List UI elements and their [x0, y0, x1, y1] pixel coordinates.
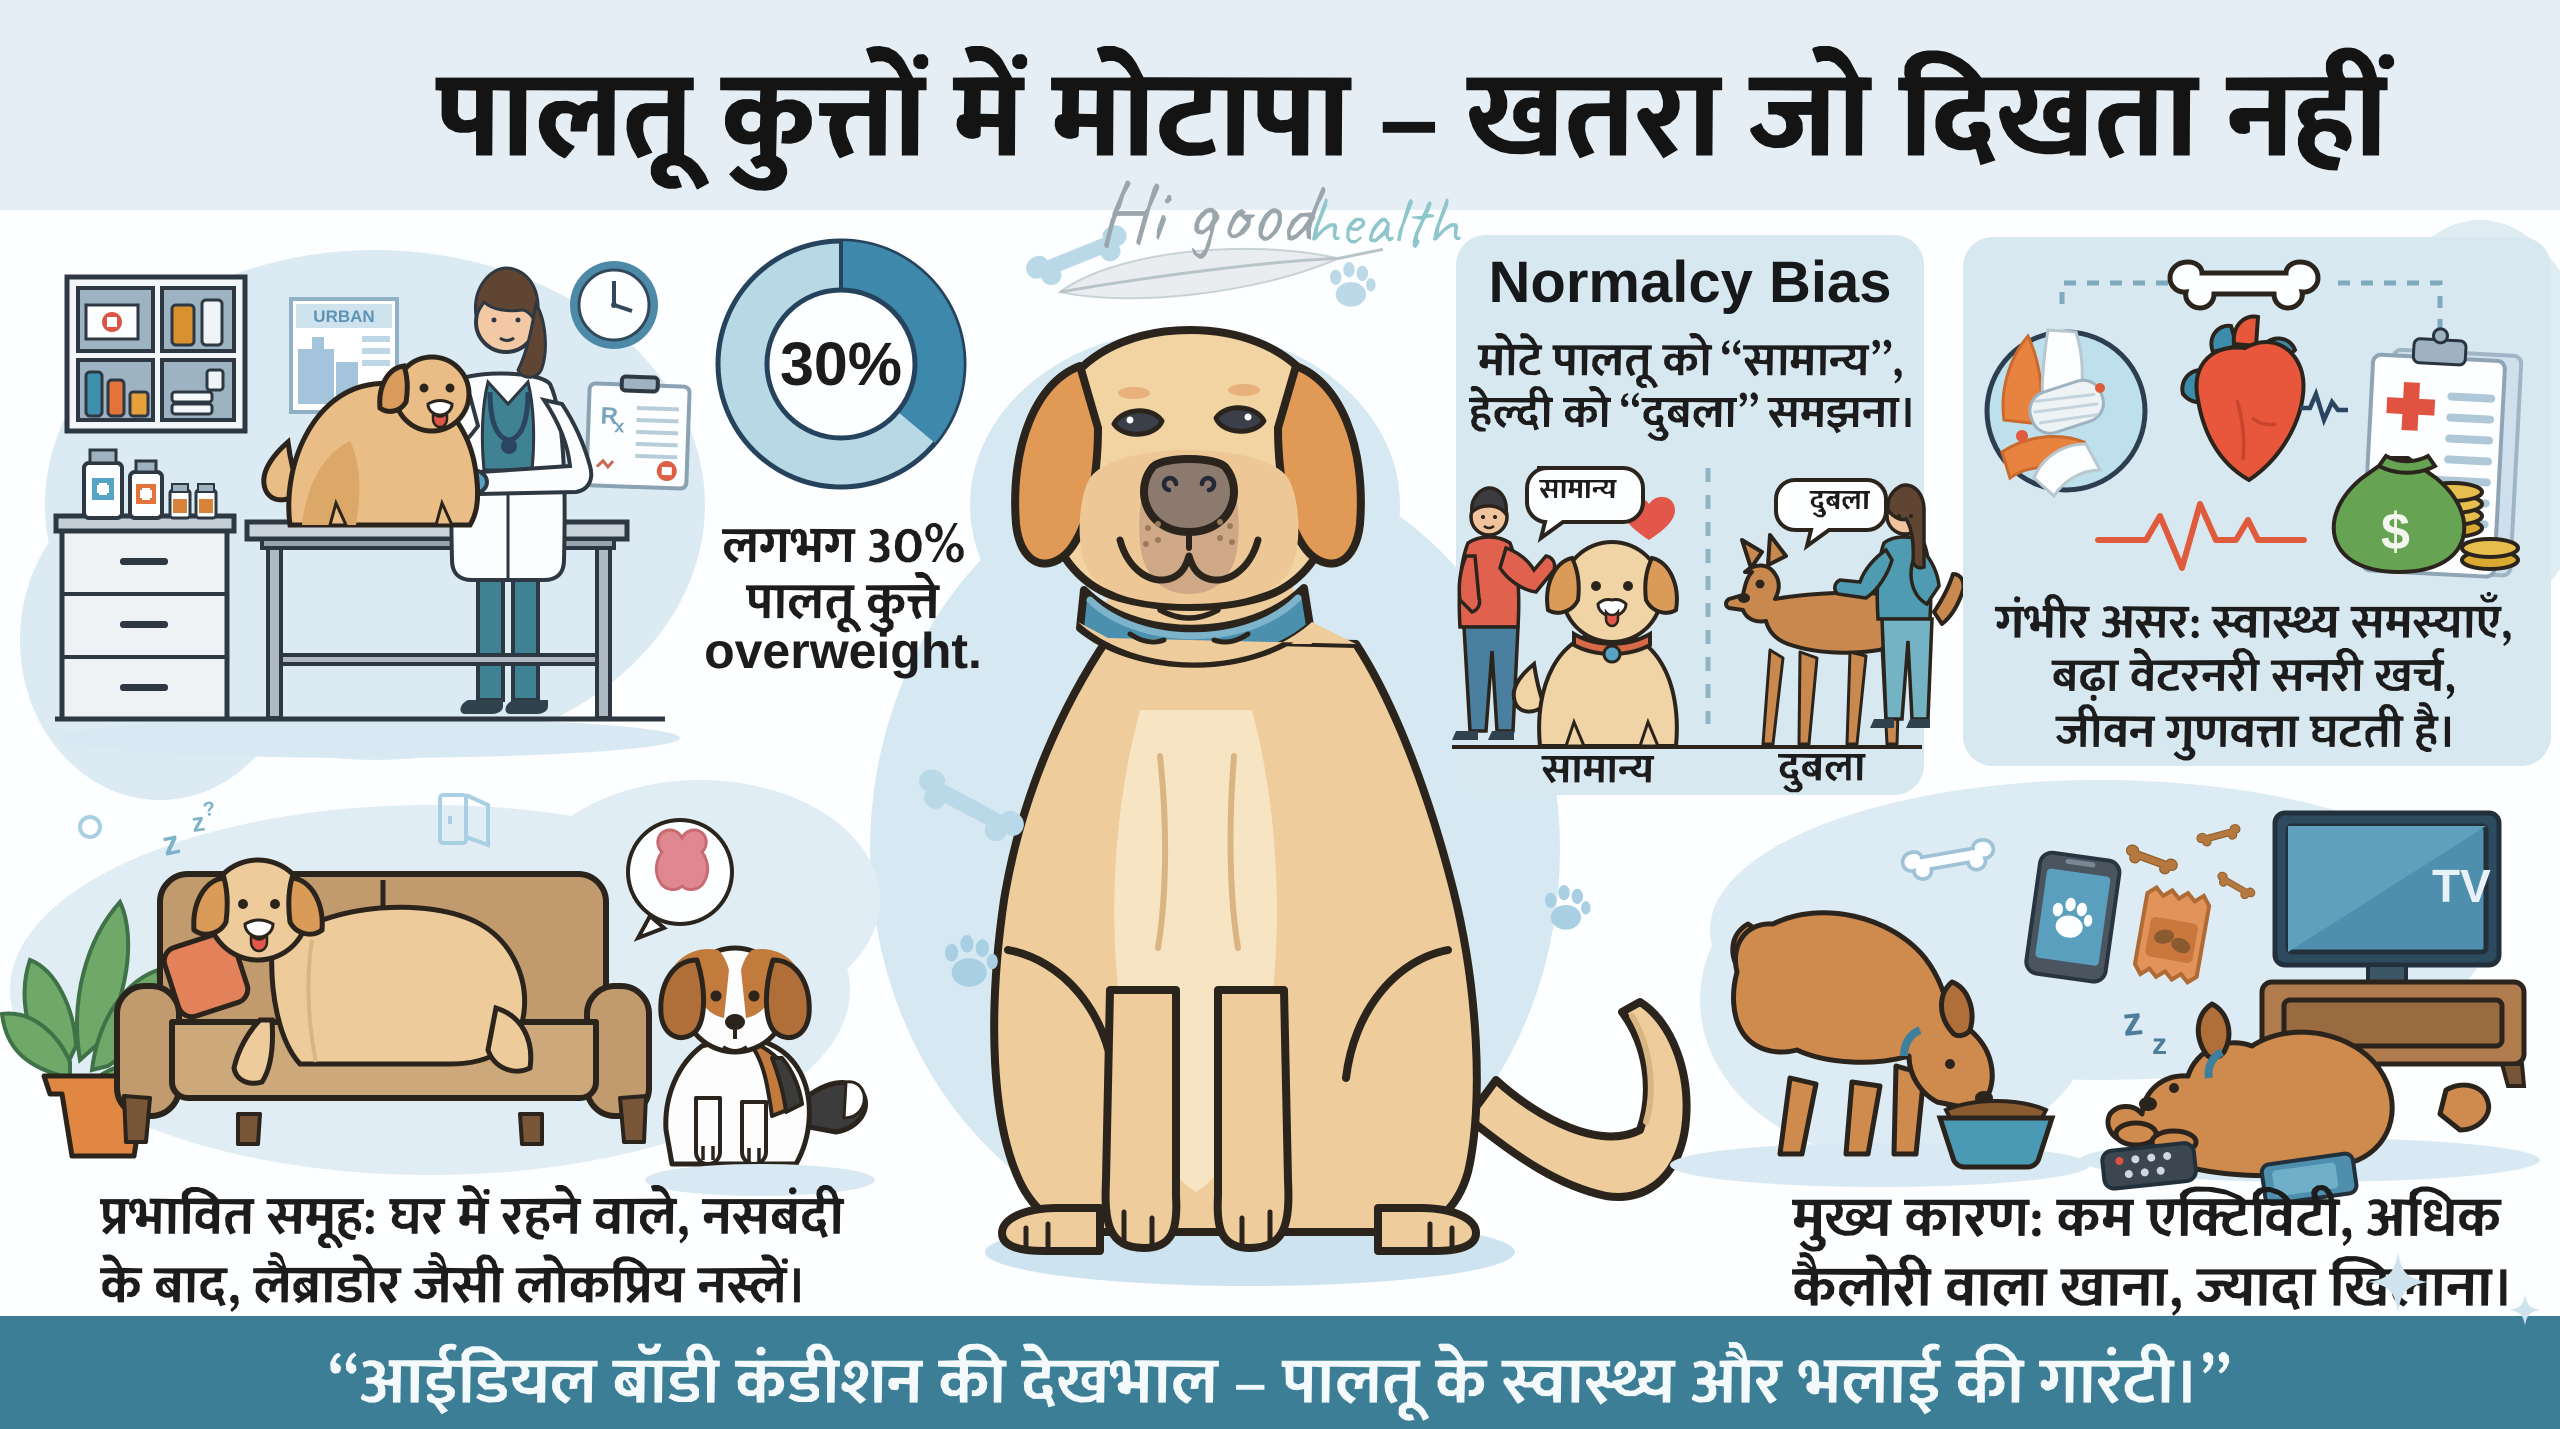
svg-text:$: $: [2381, 503, 2410, 561]
svg-text:30%: 30%: [780, 330, 902, 398]
svg-text:z: z: [2120, 999, 2144, 1045]
svg-text:Normalcy Bias: Normalcy Bias: [1489, 250, 1892, 315]
svg-text:z?: z?: [189, 798, 219, 838]
svg-text:R: R: [600, 403, 618, 431]
svg-text:overweight.: overweight.: [704, 623, 982, 679]
svg-text:TV: TV: [2432, 860, 2491, 912]
svg-text:x: x: [614, 416, 625, 436]
svg-text:z: z: [2152, 1028, 2167, 1061]
svg-text:URBAN: URBAN: [313, 307, 374, 326]
